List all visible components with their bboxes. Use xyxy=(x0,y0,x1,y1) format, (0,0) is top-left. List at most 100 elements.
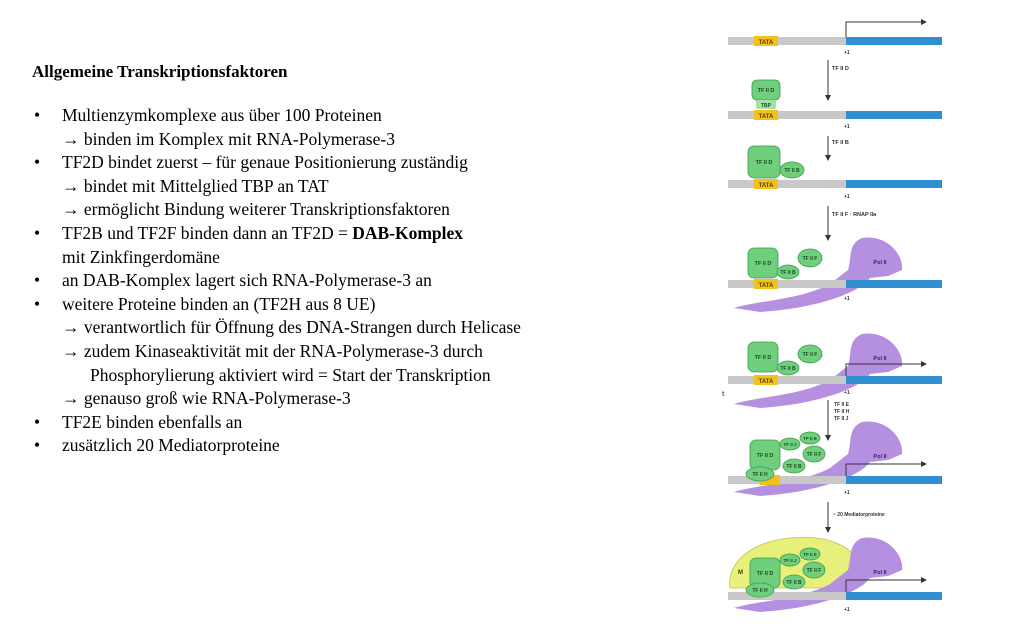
tfiie-label: TF II E xyxy=(803,436,817,441)
tfiif-protein xyxy=(802,445,826,463)
tata-box xyxy=(754,110,778,120)
step-label: TF II B xyxy=(832,140,849,146)
tfiih-protein xyxy=(745,466,775,482)
bullet-list: • Multienzymkomplexe aus über 100 Protei… xyxy=(32,104,692,458)
tss-arrow-icon xyxy=(845,361,927,376)
tfiif-protein xyxy=(797,248,823,268)
tfiib-label: TF II B xyxy=(780,270,796,276)
tfiif-protein xyxy=(802,561,826,579)
step-label: TF II D xyxy=(832,66,849,72)
dna-upstream xyxy=(728,180,846,188)
plus1-label: +1 xyxy=(844,194,850,200)
dna-gene xyxy=(846,180,942,188)
pol-label: Pol II xyxy=(873,454,887,460)
tfiid-label: TF II D xyxy=(757,571,774,577)
step-label: TF II J xyxy=(834,416,849,422)
tfiih-protein xyxy=(745,582,775,598)
tbp-protein xyxy=(756,100,776,109)
tfiib-protein xyxy=(776,264,800,280)
text-block: Allgemeine Transkriptionsfaktoren • Mult… xyxy=(32,62,692,458)
tfiid-label: TF II D xyxy=(758,88,775,94)
tss-arrow-icon xyxy=(845,19,927,37)
bullet-text: an DAB-Komplex lagert sich RNA-Polymeras… xyxy=(62,270,432,291)
pol-label: Pol II xyxy=(873,260,887,266)
bullet-dot: • xyxy=(34,293,41,314)
bullet-text-cont: mit Zinkfingerdomäne xyxy=(62,246,220,267)
dna-gene xyxy=(846,376,942,384)
bullet-dot: • xyxy=(34,435,41,456)
dna-upstream xyxy=(728,376,846,384)
tfiid-protein xyxy=(747,247,779,279)
plus1-label: +1 xyxy=(844,390,850,396)
sub-point: → zudem Kinaseaktivität mit der RNA-Poly… xyxy=(62,340,483,361)
panel-5: TATA TF II D TF II B TF II F Pol II +1 t xyxy=(722,333,942,408)
tfiid-protein xyxy=(747,341,779,373)
bullet-dot: • xyxy=(34,222,41,243)
arrow-icon: → xyxy=(62,388,80,409)
bullet-text: weitere Proteine binden an (TF2H aus 8 U… xyxy=(62,293,376,314)
dna-gene xyxy=(846,476,942,484)
tata-label: TATA xyxy=(759,114,774,120)
tfiih-label: TF II H xyxy=(752,472,768,478)
tfiib-protein xyxy=(776,360,800,376)
dna-upstream xyxy=(728,280,846,288)
panel-6: TF II D TF II H TF II B TF II F TF II J … xyxy=(728,421,942,496)
pol-ii-protein xyxy=(734,421,903,496)
tbp-label: TBP xyxy=(761,103,772,109)
plus1-label: +1 xyxy=(844,490,850,496)
panel-2: TATA TF II D TBP +1 xyxy=(728,79,942,130)
list-item: • zusätzlich 20 Mediatorproteine xyxy=(32,434,692,458)
tfiid-protein xyxy=(747,145,781,179)
sub-point: → binden im Komplex mit RNA-Polymerase-3 xyxy=(62,128,395,149)
pol-ii-protein xyxy=(734,333,903,408)
tfiij-protein xyxy=(779,437,801,451)
arrow-icon: → xyxy=(62,199,80,220)
list-item: • weitere Proteine binden an (TF2H aus 8… xyxy=(32,293,692,411)
panel-7: M TF II D TF II H TF II B TF II F TF II … xyxy=(728,536,942,613)
tata-label: TATA xyxy=(759,283,774,289)
panel-3: TATA TF II D TF II B +1 xyxy=(728,145,942,200)
step-label: TF II H xyxy=(834,409,850,415)
bullet-dot: • xyxy=(34,270,41,291)
arrow-icon: → xyxy=(62,340,80,361)
tfiij-protein xyxy=(779,553,801,567)
tss-arrow-icon xyxy=(845,461,927,476)
sub-point: → genauso groß wie RNA-Polymerase-3 xyxy=(62,388,351,409)
dna-upstream xyxy=(728,37,846,45)
bullet-dot: • xyxy=(34,411,41,432)
sub-point: → bindet mit Mittelglied TBP an TAT xyxy=(62,175,329,196)
tfiie-protein xyxy=(799,431,821,445)
page-heading: Allgemeine Transkriptionsfaktoren xyxy=(32,62,288,81)
list-item: • TF2D bindet zuerst – für genaue Positi… xyxy=(32,151,692,222)
tfiid-label: TF II D xyxy=(755,355,772,361)
bullet-text: zusätzlich 20 Mediatorproteine xyxy=(62,435,280,456)
tfiie-protein xyxy=(799,547,821,561)
plus1-label: +1 xyxy=(844,124,850,130)
sub-point: → ermöglicht Bindung weiterer Transkript… xyxy=(62,199,450,220)
figure-svg: TATA +1 TF II D TATA TF II D TBP +1 TF I… xyxy=(722,19,942,613)
tfiie-label: TF II E xyxy=(803,552,817,557)
tata-box xyxy=(754,179,778,189)
step-label: ~ 20 Mediatorproteine xyxy=(833,512,885,518)
dna-gene xyxy=(846,111,942,119)
tfiib-label: TF II B xyxy=(786,580,802,586)
tata-label: TATA xyxy=(759,379,774,385)
bullet-text: Multienzymkomplexe aus über 100 Proteine… xyxy=(62,105,382,125)
pol-ii-protein xyxy=(734,537,903,612)
dna-gene xyxy=(846,592,942,600)
tata-label: TATA xyxy=(759,40,774,46)
sub-point: → verantwortlich für Öffnung des DNA-Str… xyxy=(62,317,521,338)
tfiib-protein xyxy=(782,458,806,474)
arrow-icon: → xyxy=(62,128,80,149)
tss-arrow-icon xyxy=(845,577,927,592)
dna-upstream xyxy=(728,476,846,484)
bullet-dot: • xyxy=(34,105,41,125)
tfiih-label: TF II H xyxy=(752,588,768,594)
tfiif-protein xyxy=(797,344,823,364)
arrow-icon: → xyxy=(62,317,80,338)
step-label: TF II F · RNAP IIa xyxy=(832,212,877,218)
tfiid-label: TF II D xyxy=(756,160,773,166)
bullet-text: TF2D bindet zuerst – für genaue Position… xyxy=(62,152,468,173)
tfiij-label: TF II J xyxy=(783,558,796,563)
bullet-dot: • xyxy=(34,152,41,173)
